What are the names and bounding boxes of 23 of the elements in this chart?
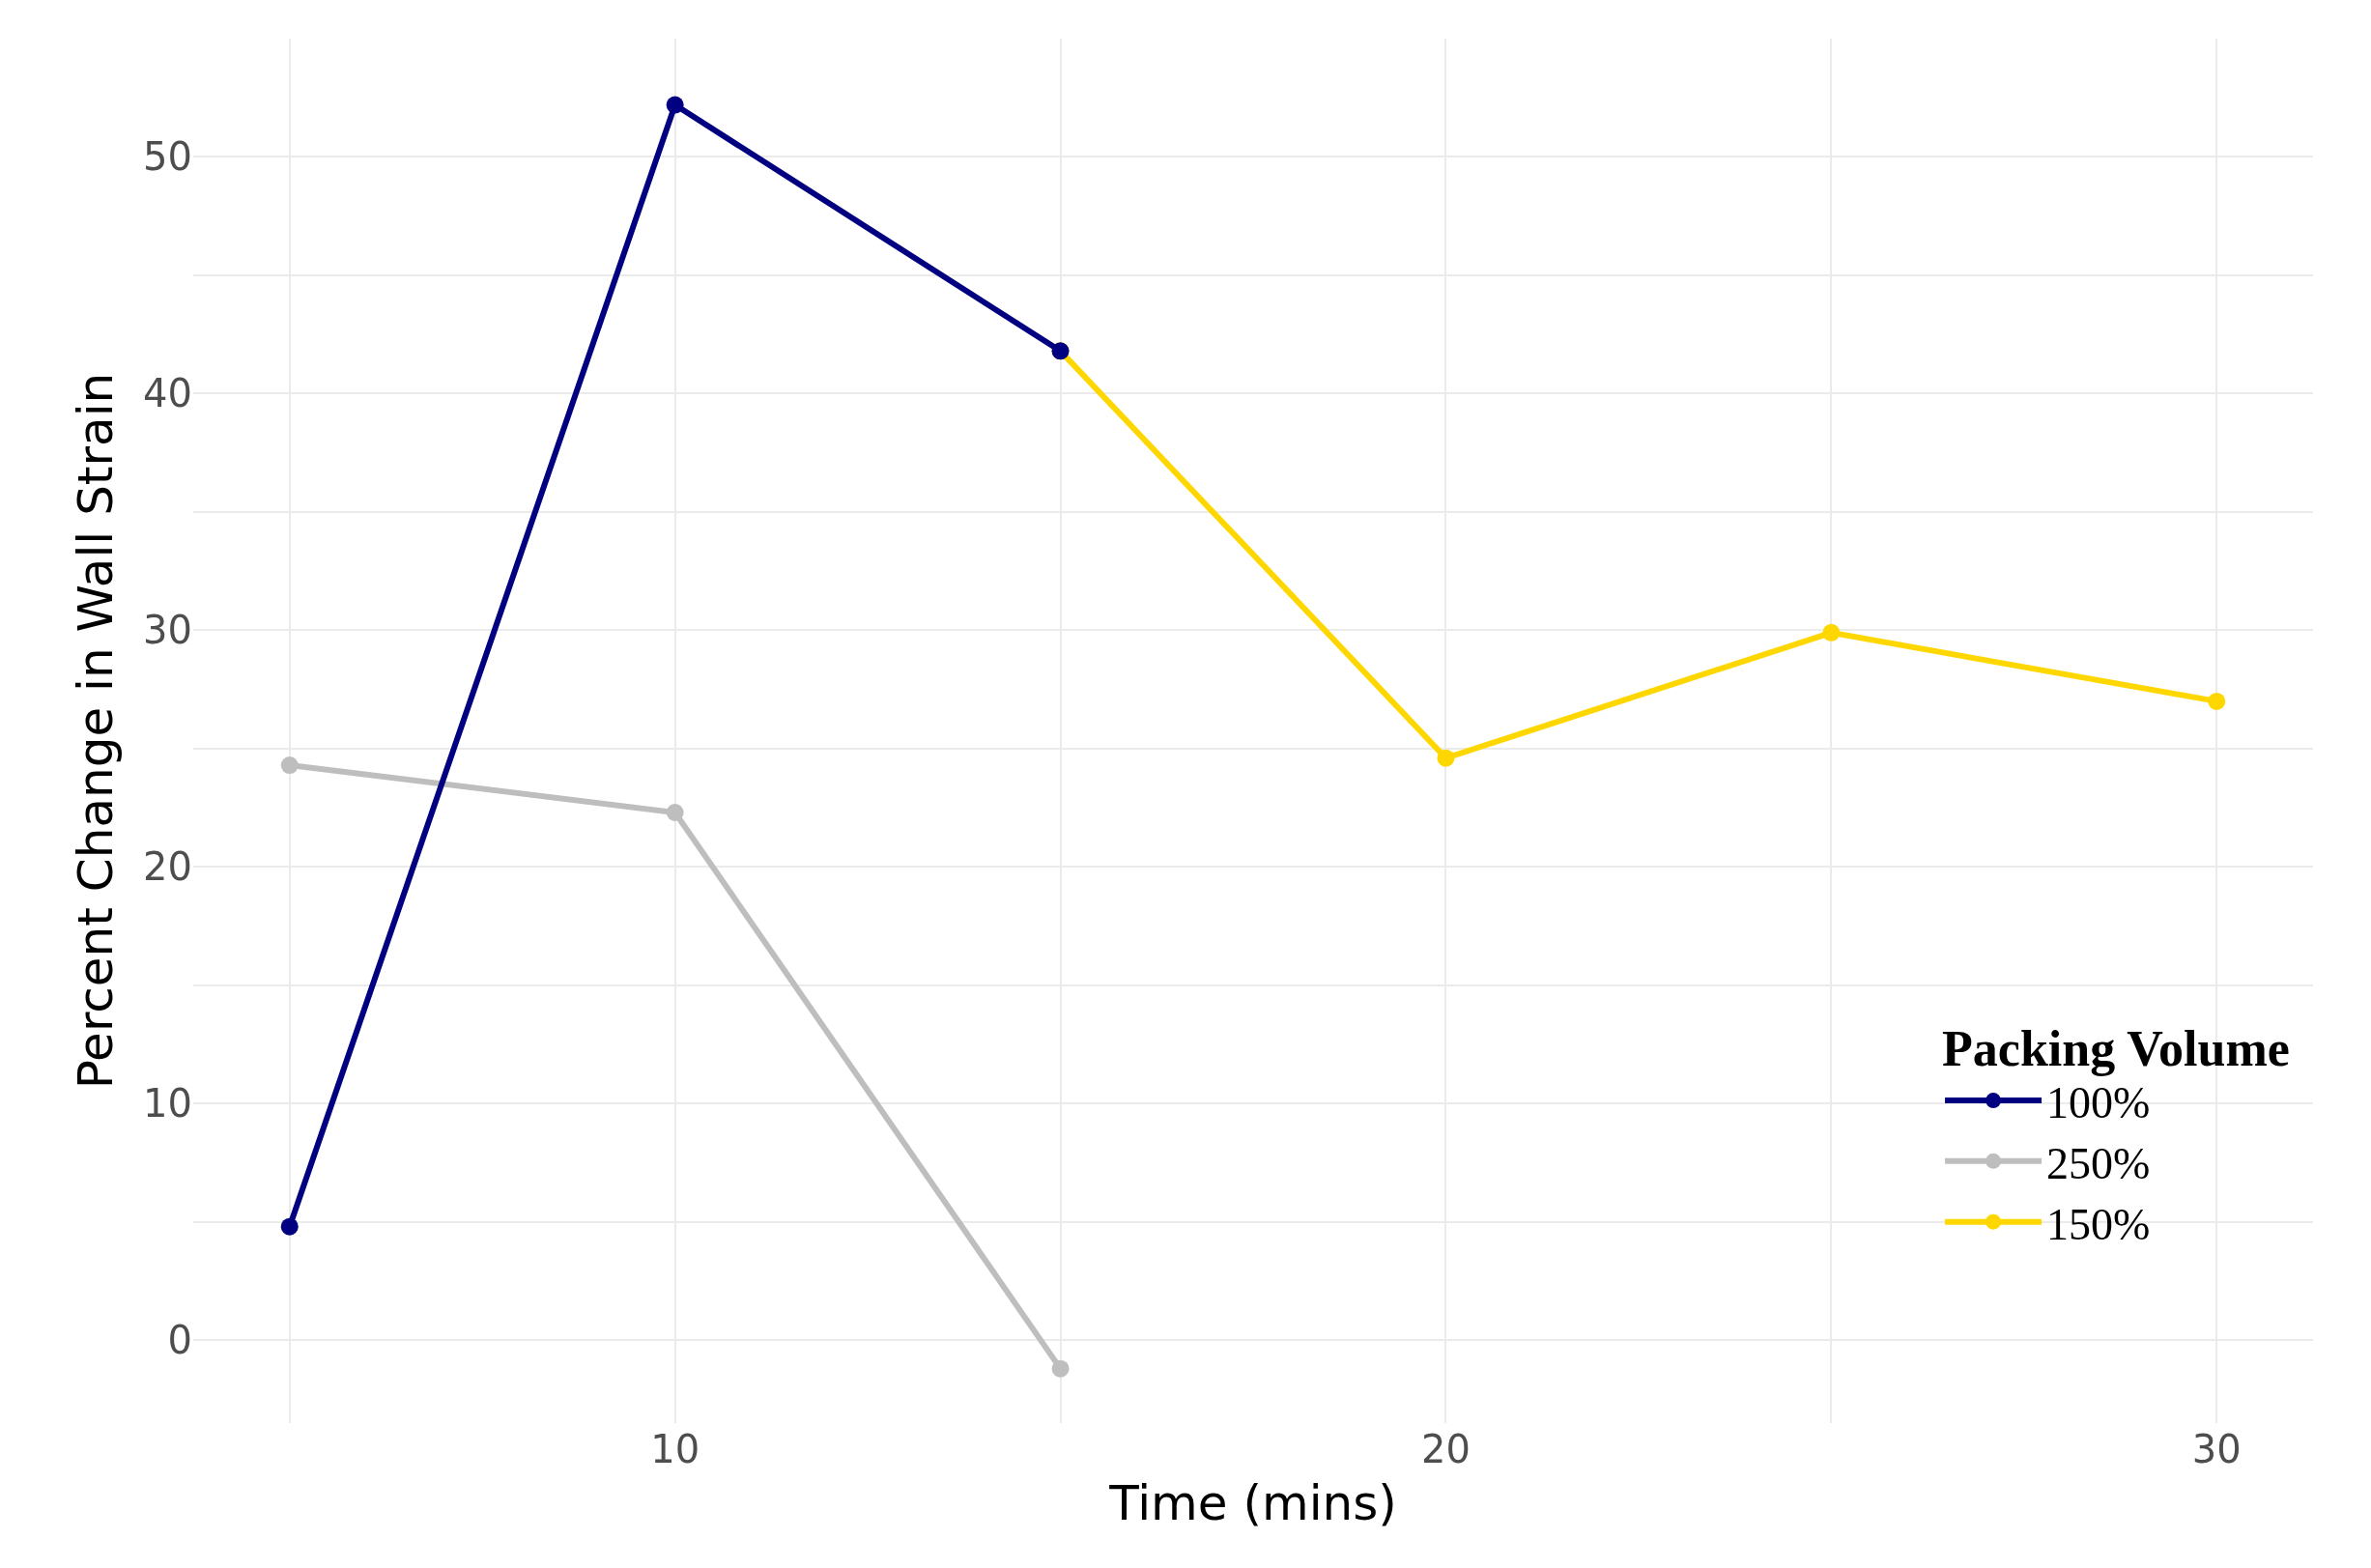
y-tick-label: 0: [167, 1318, 192, 1363]
y-tick-label: 20: [143, 844, 192, 890]
y-tick-label: 50: [143, 134, 192, 180]
x-tick-label: 10: [650, 1427, 700, 1471]
point: [1822, 623, 1841, 641]
y-tick-label: 30: [143, 608, 192, 653]
x-tick-label: 20: [1421, 1427, 1471, 1471]
y-axis-title: Percent Change in Wall Strain: [68, 372, 125, 1090]
x-tick-label: 30: [2191, 1427, 2242, 1471]
x-axis-title: Time (mins): [1108, 1474, 1397, 1531]
point: [1051, 1359, 1070, 1378]
y-tick-label: 10: [143, 1081, 192, 1126]
point: [280, 756, 299, 775]
legend-label: 100%: [2046, 1077, 2151, 1127]
legend-label: 150%: [2046, 1199, 2151, 1249]
point: [280, 1217, 299, 1236]
legend-title: Packing Volume: [1942, 1020, 2290, 1076]
point: [2208, 692, 2226, 710]
point: [1437, 749, 1455, 767]
legend-label: 250%: [2046, 1138, 2151, 1188]
point: [666, 96, 684, 114]
point: [666, 804, 684, 821]
y-tick-label: 40: [143, 371, 192, 416]
